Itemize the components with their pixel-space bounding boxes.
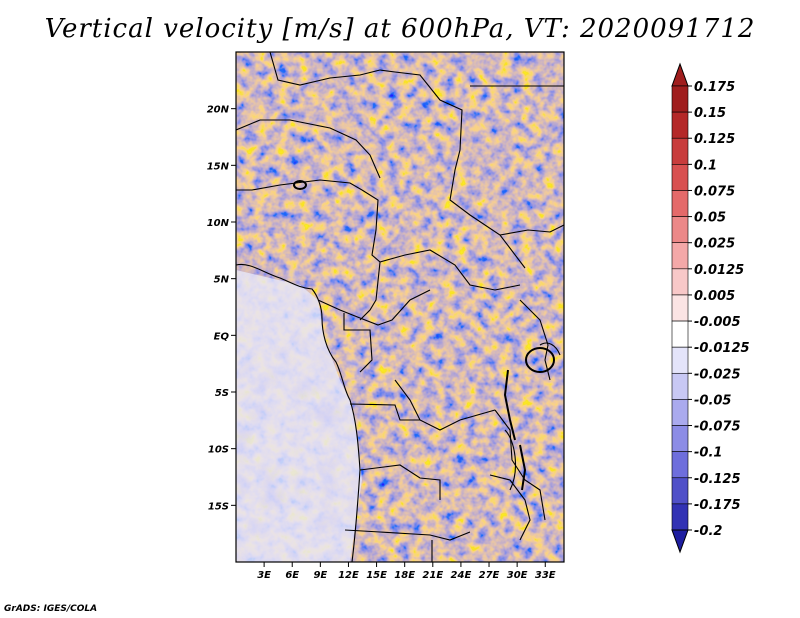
colorbar-label: 0.05 [694,211,726,226]
lat-tick-label: 10N [207,218,230,229]
colorbar-label: -0.2 [694,524,722,539]
lon-tick-label: 3E [257,570,271,581]
colorbar-label: -0.0125 [694,341,750,356]
longitude-axis: 3E 6E 9E 12E 15E 18E 21E 24E 27E 30E 33E [257,562,556,581]
lat-tick-label: 5N [214,275,230,286]
colorbar-label: -0.175 [694,498,741,513]
lat-tick-label: 5S [215,388,229,399]
colorbar-segment [671,137,689,165]
lon-tick-label: 6E [285,570,299,581]
lon-tick-label: 30E [507,570,528,581]
colorbar-segment [671,425,689,452]
colorbar-segment [671,85,689,113]
colorbar-label: 0.125 [694,132,735,147]
grads-credit: GrADS: IGES/COLA [4,604,98,614]
colorbar-label: 0.1 [694,158,717,173]
lakes [293,180,555,491]
colorbar-top-arrow [671,62,689,87]
colorbar-segment [671,503,689,531]
colorbar-label: 0.175 [694,80,735,95]
lon-tick-label: 9E [313,570,327,581]
colorbar-label: -0.005 [694,315,741,330]
velocity-field [236,52,564,562]
plot-frame [235,51,565,563]
colorbar-segment [671,111,689,139]
lon-tick-label: 18E [394,570,415,581]
lon-tick-label: 27E [479,570,500,581]
lat-tick-label: EQ [214,331,230,342]
lon-tick-label: 15E [366,570,387,581]
colorbar-segment [671,268,689,296]
map-title: Vertical velocity [m/s] at 600hPa, VT: 2… [44,14,756,44]
colorbar-label: -0.1 [694,446,722,461]
colorbar-segment [671,372,689,400]
lat-tick-label: 15N [207,161,230,172]
colorbar-label: 0.025 [694,237,735,252]
colorbar: 0.175 0.15 0.125 0.1 0.075 0.05 0.025 0.0125 0.0… [671,62,750,554]
colorbar-segment [671,320,689,348]
colorbar-segment [671,451,689,479]
lon-tick-label: 24E [451,570,472,581]
colorbar-label: 0.005 [694,289,735,304]
colorbar-segment [671,399,689,426]
colorbar-label: 0.15 [694,106,726,121]
colorbar-label: -0.125 [694,472,741,487]
colorbar-segment [671,346,689,374]
lon-tick-label: 33E [535,570,556,581]
country-borders [236,52,564,562]
lat-tick-label: 10S [208,445,229,456]
colorbar-segment [671,242,689,270]
colorbar-segment [671,164,689,191]
colorbar-segment [671,294,689,322]
lat-tick-label: 20N [207,105,230,116]
colorbar-segment [671,190,689,217]
colorbar-label: -0.05 [694,393,731,408]
colorbar-segment [671,477,689,505]
lon-tick-label: 12E [338,570,359,581]
colorbar-segment [671,216,689,244]
colorbar-bottom-arrow [671,529,689,554]
latitude-axis: 20N 15N 10N 5N EQ 5S 10S 15S [207,105,236,512]
colorbar-label: -0.025 [694,367,741,382]
lat-tick-label: 15S [208,501,229,512]
colorbar-label: -0.075 [694,420,741,435]
colorbar-label: 0.0125 [694,263,744,278]
lon-tick-label: 21E [422,570,443,581]
colorbar-label: 0.075 [694,184,735,199]
